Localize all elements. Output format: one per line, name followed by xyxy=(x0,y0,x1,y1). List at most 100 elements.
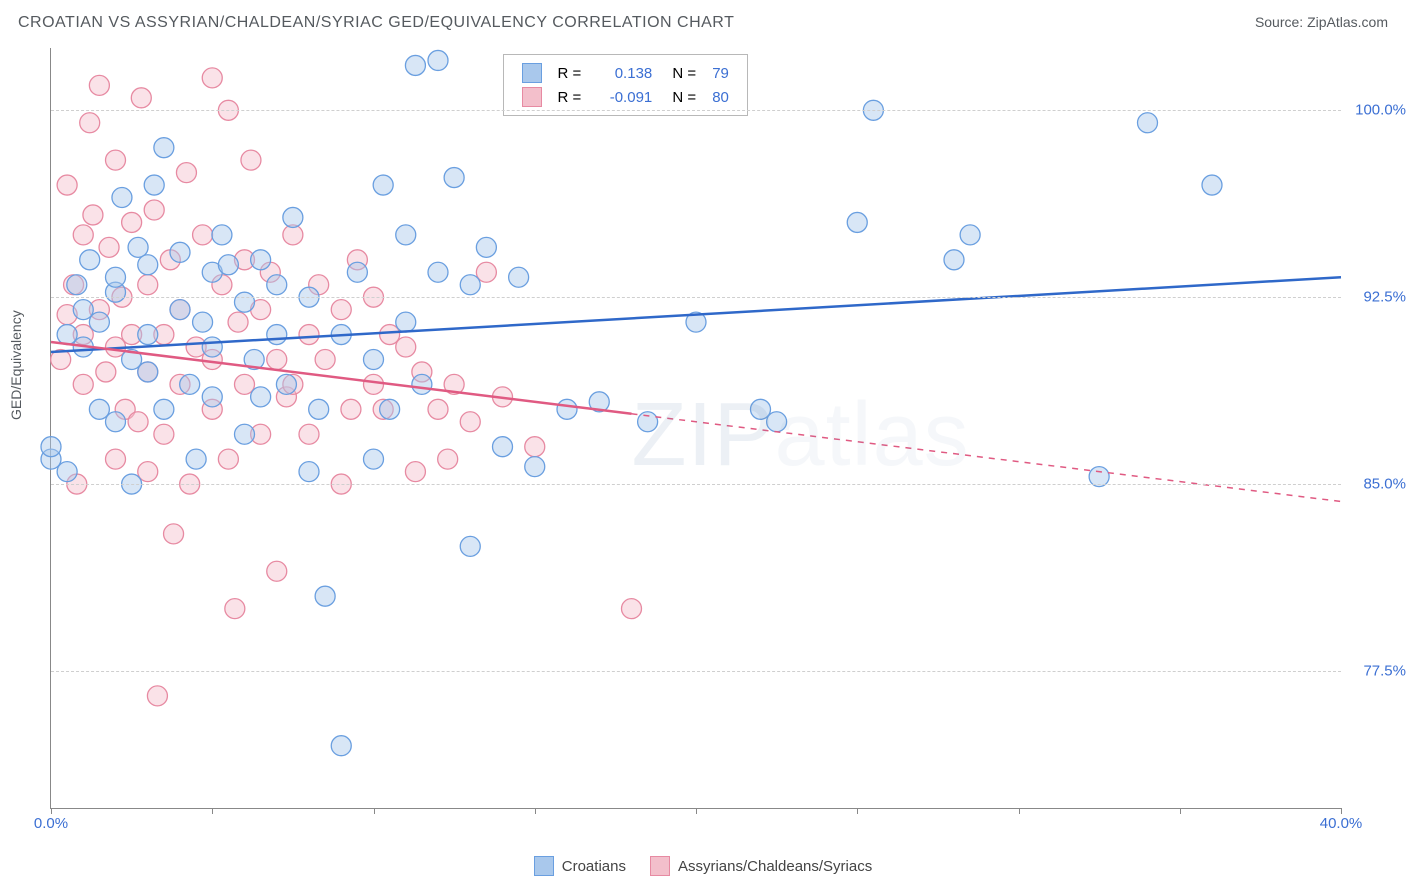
scatter-point xyxy=(525,437,545,457)
gridline xyxy=(51,110,1341,111)
scatter-point xyxy=(106,150,126,170)
scatter-point xyxy=(193,225,213,245)
scatter-point xyxy=(476,237,496,257)
scatter-point xyxy=(170,300,190,320)
scatter-point xyxy=(57,175,77,195)
scatter-point xyxy=(557,399,577,419)
legend-R-value: -0.091 xyxy=(589,85,660,109)
scatter-point xyxy=(164,524,184,544)
scatter-point xyxy=(847,212,867,232)
scatter-point xyxy=(154,138,174,158)
scatter-point xyxy=(299,462,319,482)
scatter-point xyxy=(89,312,109,332)
scatter-point xyxy=(138,255,158,275)
y-tick-label: 85.0% xyxy=(1363,476,1406,493)
scatter-point xyxy=(396,337,416,357)
scatter-point xyxy=(267,561,287,581)
scatter-point xyxy=(767,412,787,432)
scatter-point xyxy=(106,449,126,469)
legend-R-label: R = xyxy=(550,85,590,109)
scatter-point xyxy=(154,424,174,444)
scatter-point xyxy=(493,437,513,457)
scatter-point xyxy=(41,437,61,457)
scatter-point xyxy=(341,399,361,419)
legend-swatch xyxy=(522,63,542,83)
scatter-point xyxy=(131,88,151,108)
scatter-point xyxy=(128,412,148,432)
scatter-point xyxy=(331,736,351,756)
scatter-point xyxy=(112,188,132,208)
scatter-point xyxy=(444,168,464,188)
scatter-point xyxy=(235,292,255,312)
legend-N-label: N = xyxy=(660,61,704,85)
x-tick xyxy=(1180,808,1181,814)
scatter-point xyxy=(73,374,93,394)
x-tick xyxy=(374,808,375,814)
scatter-point xyxy=(218,449,238,469)
scatter-point xyxy=(57,462,77,482)
scatter-point xyxy=(944,250,964,270)
scatter-point xyxy=(412,374,432,394)
scatter-point xyxy=(347,262,367,282)
scatter-point xyxy=(144,200,164,220)
scatter-point xyxy=(218,255,238,275)
x-tick-label: 0.0% xyxy=(34,815,68,832)
scatter-point xyxy=(299,325,319,345)
legend-R-value: 0.138 xyxy=(589,61,660,85)
scatter-point xyxy=(460,275,480,295)
scatter-point xyxy=(170,242,190,262)
gridline xyxy=(51,484,1341,485)
x-tick xyxy=(212,808,213,814)
trend-line-extrapolated xyxy=(632,414,1342,502)
legend-series: CroatiansAssyrians/Chaldeans/Syriacs xyxy=(0,856,1406,880)
scatter-point xyxy=(235,424,255,444)
trend-line xyxy=(51,342,632,414)
scatter-point xyxy=(438,449,458,469)
scatter-point xyxy=(276,374,296,394)
scatter-point xyxy=(89,75,109,95)
chart-title: CROATIAN VS ASSYRIAN/CHALDEAN/SYRIAC GED… xyxy=(18,14,734,32)
legend-swatch xyxy=(522,87,542,107)
scatter-point xyxy=(405,462,425,482)
scatter-point xyxy=(405,55,425,75)
scatter-point xyxy=(428,262,448,282)
scatter-point xyxy=(267,325,287,345)
scatter-point xyxy=(180,374,200,394)
scatter-point xyxy=(267,275,287,295)
scatter-point xyxy=(96,362,116,382)
scatter-point xyxy=(202,68,222,88)
x-tick xyxy=(1341,808,1342,814)
scatter-point xyxy=(364,449,384,469)
scatter-point xyxy=(251,387,271,407)
legend-item: Croatians xyxy=(534,856,626,876)
scatter-point xyxy=(202,337,222,357)
y-tick-label: 92.5% xyxy=(1363,289,1406,306)
scatter-point xyxy=(267,349,287,369)
scatter-point xyxy=(638,412,658,432)
source-label: Source: ZipAtlas.com xyxy=(1255,14,1388,30)
scatter-point xyxy=(525,457,545,477)
x-tick xyxy=(535,808,536,814)
scatter-point xyxy=(251,250,271,270)
scatter-point xyxy=(138,362,158,382)
legend-N-label: N = xyxy=(660,85,704,109)
scatter-point xyxy=(147,686,167,706)
scatter-point xyxy=(315,349,335,369)
scatter-point xyxy=(460,536,480,556)
scatter-point xyxy=(186,449,206,469)
scatter-point xyxy=(428,50,448,70)
scatter-point xyxy=(283,207,303,227)
plot-svg xyxy=(51,48,1341,808)
scatter-point xyxy=(106,412,126,432)
scatter-point xyxy=(73,225,93,245)
legend-label: Croatians xyxy=(562,858,626,875)
scatter-point xyxy=(154,399,174,419)
scatter-point xyxy=(67,275,87,295)
scatter-point xyxy=(509,267,529,287)
legend-N-value: 79 xyxy=(704,61,737,85)
scatter-point xyxy=(299,424,319,444)
scatter-point xyxy=(331,300,351,320)
scatter-point xyxy=(1202,175,1222,195)
scatter-point xyxy=(106,267,126,287)
scatter-point xyxy=(80,113,100,133)
